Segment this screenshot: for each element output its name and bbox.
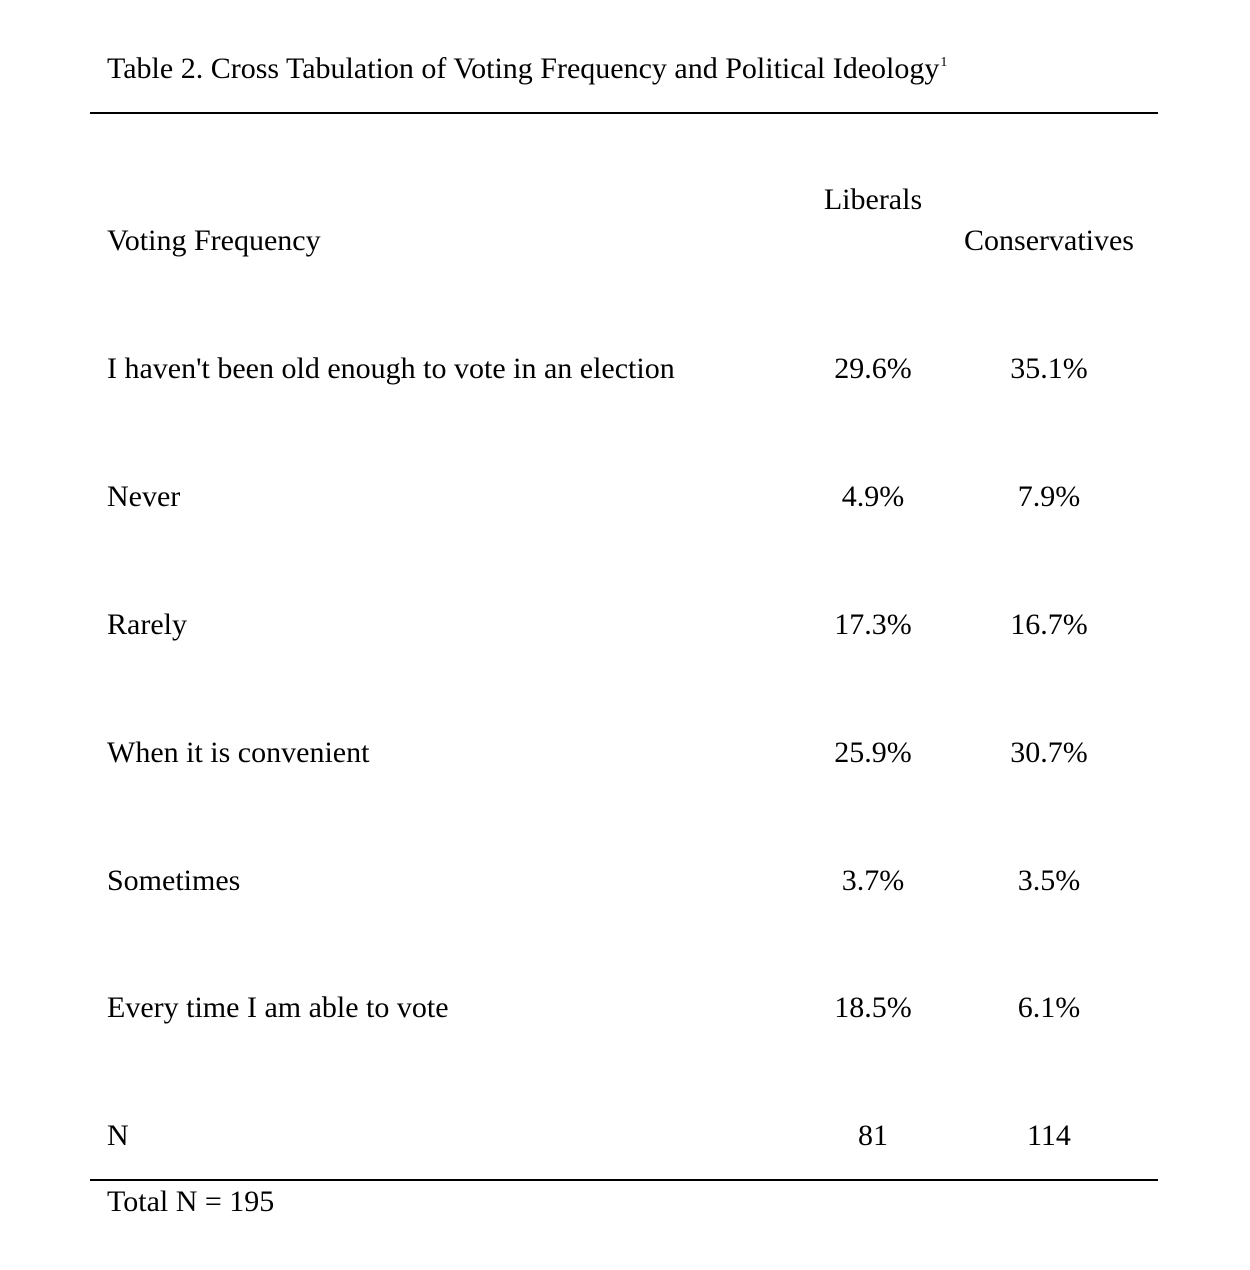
liberals-value: 18.5% xyxy=(834,991,912,1024)
liberals-value: 25.9% xyxy=(834,736,912,769)
table-title-text: Table 2. Cross Tabulation of Voting Freq… xyxy=(107,52,940,85)
row-label: I haven't been old enough to vote in an … xyxy=(107,352,675,385)
liberals-value: 17.3% xyxy=(834,608,912,641)
conservatives-value: 3.5% xyxy=(1017,864,1081,897)
liberals-value: 4.9% xyxy=(841,480,905,513)
table-bottom-rule xyxy=(90,1179,1158,1181)
table-title: Table 2. Cross Tabulation of Voting Freq… xyxy=(107,49,947,89)
table-top-rule xyxy=(90,112,1158,114)
footnote-marker: 1 xyxy=(940,55,948,70)
liberals-value: 3.7% xyxy=(841,864,905,897)
header-voting-frequency: Voting Frequency xyxy=(107,224,321,257)
header-liberals: Liberals xyxy=(823,183,923,216)
conservatives-value: 16.7% xyxy=(1010,608,1088,641)
conservatives-value: 35.1% xyxy=(1010,352,1088,385)
conservatives-value: 6.1% xyxy=(1017,991,1081,1024)
row-label: Every time I am able to vote xyxy=(107,991,449,1024)
row-label: Sometimes xyxy=(107,864,241,897)
total-n-note: Total N = 195 xyxy=(107,1185,275,1218)
header-conservatives: Conservatives xyxy=(964,224,1134,257)
row-label: Never xyxy=(107,480,181,513)
row-label: When it is convenient xyxy=(107,736,370,769)
liberals-value: 81 xyxy=(858,1119,888,1152)
conservatives-value: 30.7% xyxy=(1010,736,1088,769)
row-label: Rarely xyxy=(107,608,187,641)
liberals-value: 29.6% xyxy=(834,352,912,385)
conservatives-value: 114 xyxy=(1027,1119,1071,1152)
conservatives-value: 7.9% xyxy=(1017,480,1081,513)
row-label: N xyxy=(107,1119,129,1152)
